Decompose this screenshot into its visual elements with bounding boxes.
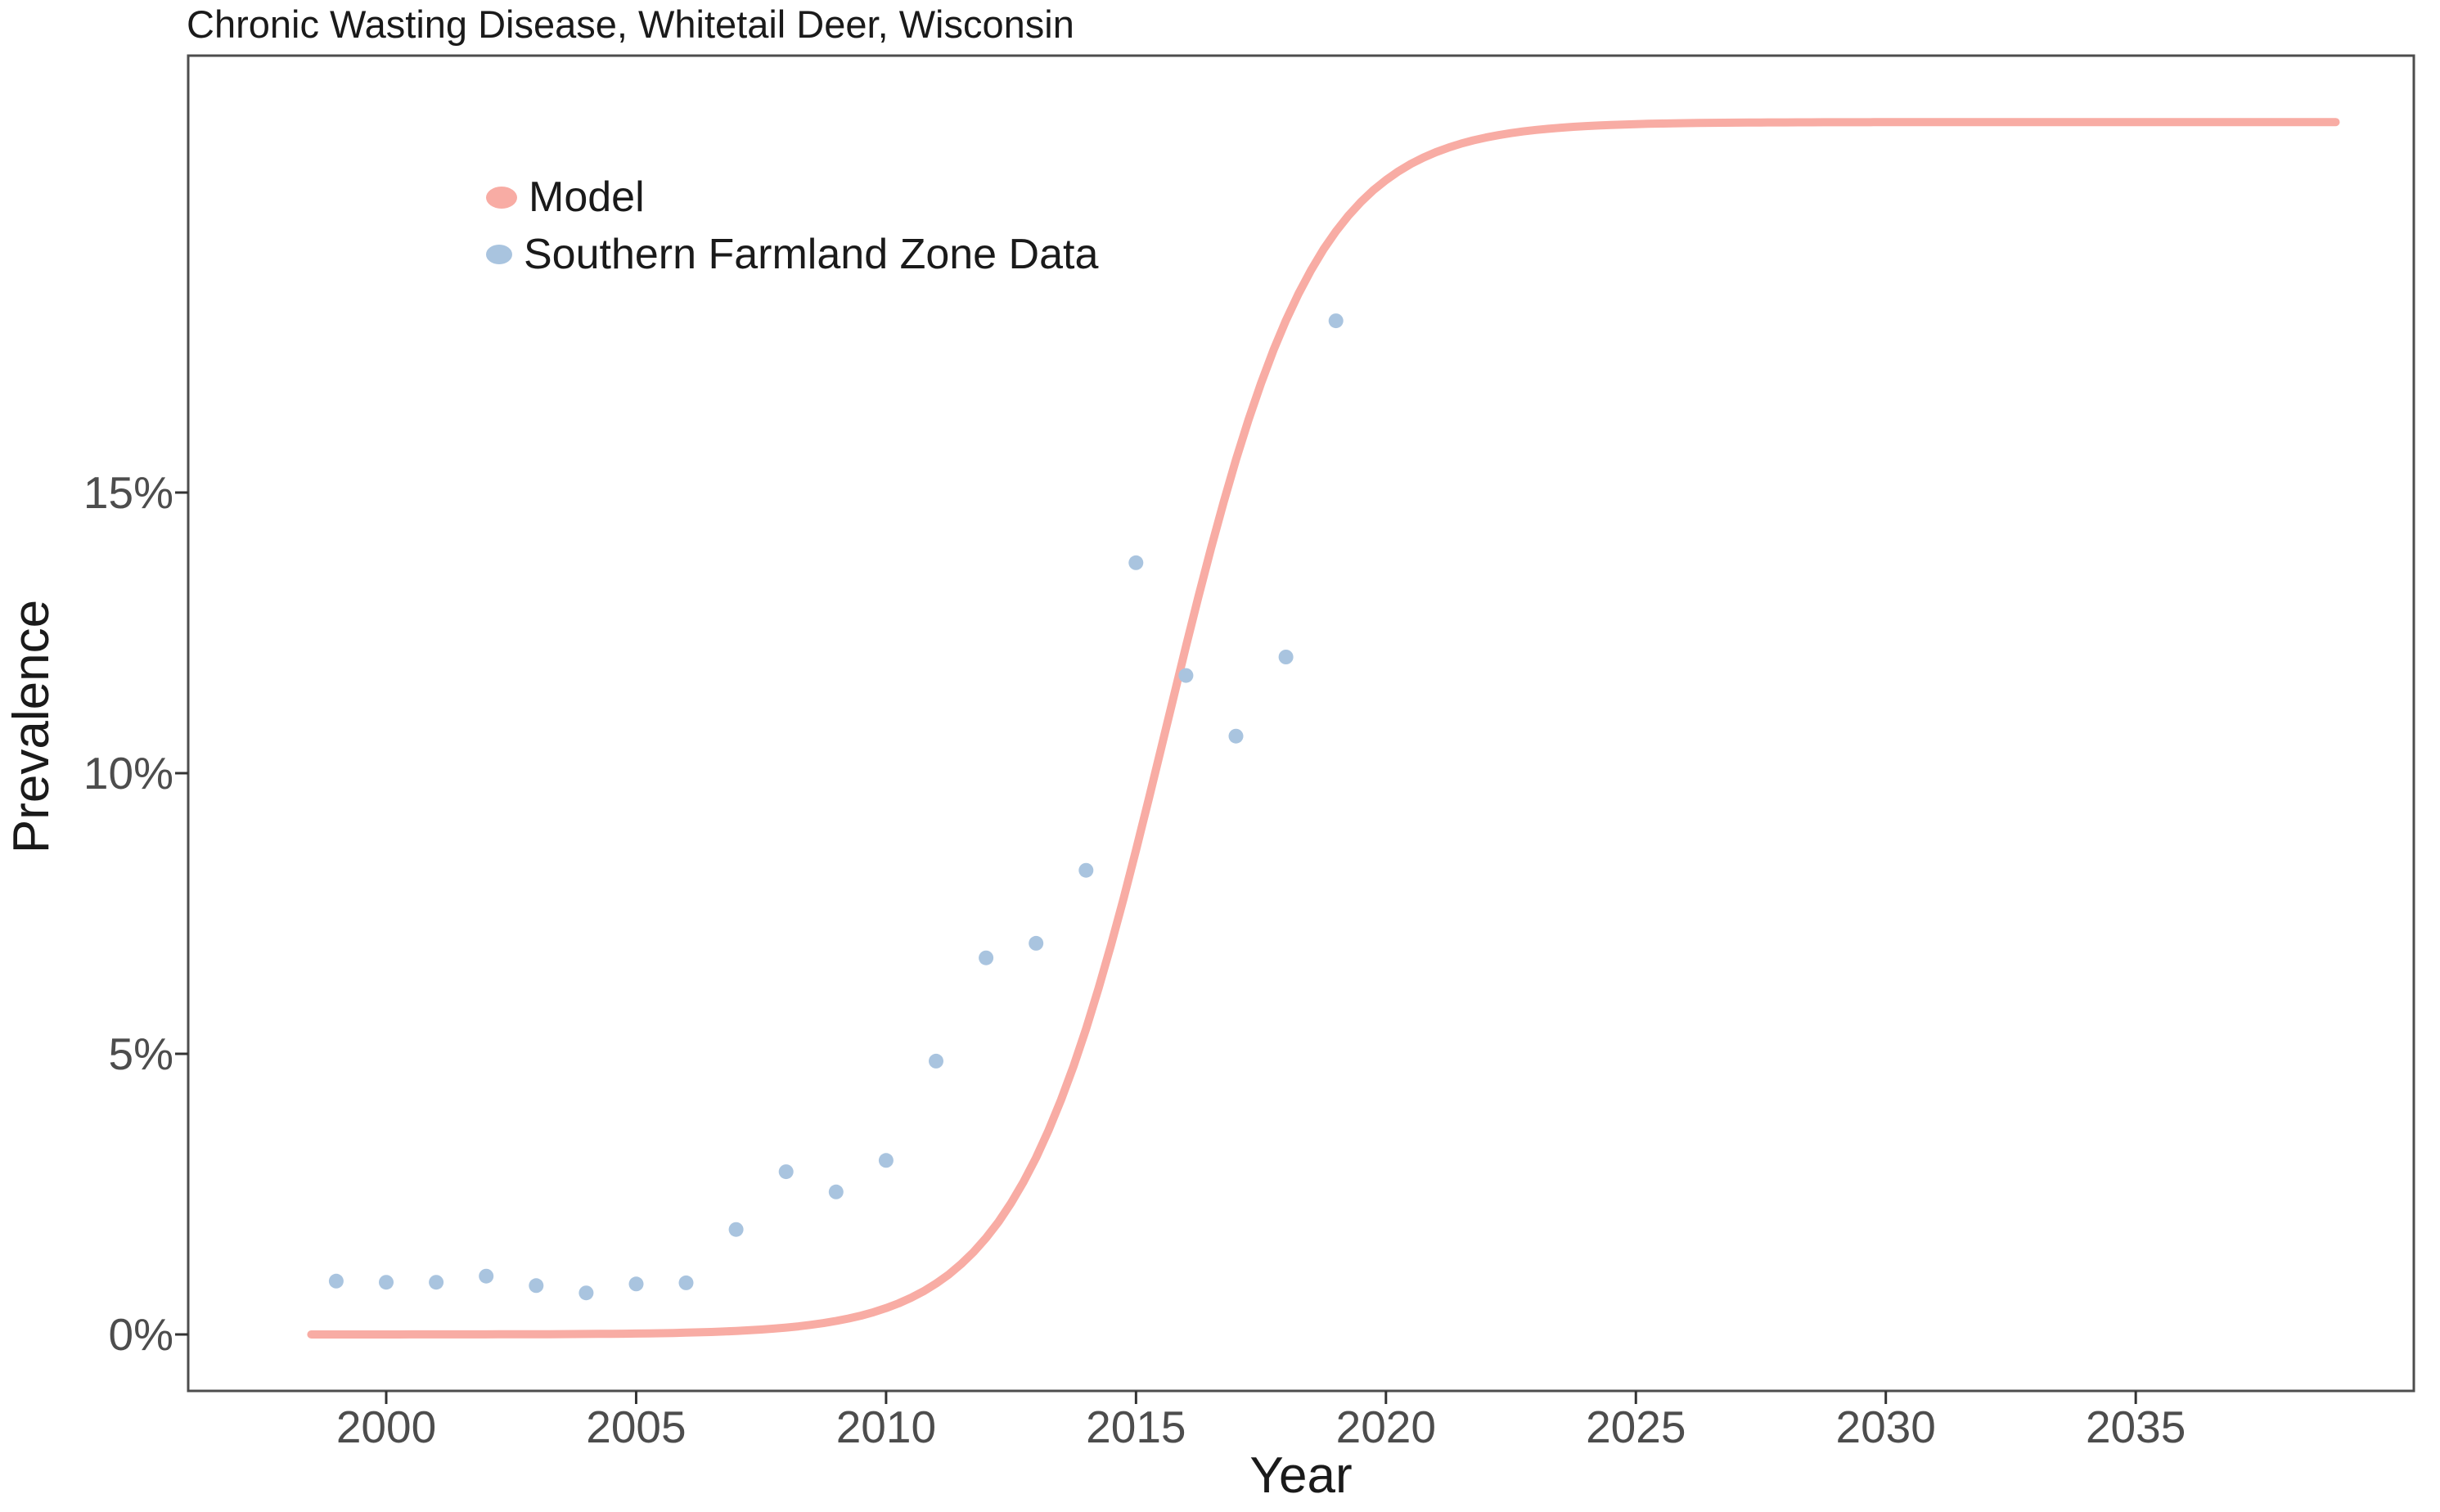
- data-point: [979, 950, 994, 965]
- data-point: [1078, 862, 1094, 878]
- x-tick-label: 2010: [835, 1402, 937, 1452]
- y-tick-label: 0%: [108, 1309, 174, 1360]
- model-line-key-icon: [486, 186, 517, 209]
- data-point: [628, 1276, 644, 1292]
- data-point: [1178, 668, 1194, 683]
- data-point: [1128, 555, 1144, 570]
- data-point: [778, 1164, 794, 1180]
- legend-label-model: Model: [529, 173, 645, 221]
- data-point: [878, 1153, 894, 1168]
- legend: Model Southern Farmland Zone Data: [486, 169, 1098, 283]
- legend-label-data: Southern Farmland Zone Data: [524, 231, 1099, 278]
- x-tick-label: 2025: [1586, 1402, 1686, 1452]
- data-point: [429, 1275, 444, 1290]
- model-curve: [307, 118, 2340, 1339]
- data-point: [728, 1222, 744, 1237]
- data-point: [1029, 935, 1044, 951]
- data-point: [1328, 313, 1344, 329]
- data-point: [1278, 650, 1294, 664]
- x-tick-label: 2015: [1086, 1402, 1186, 1452]
- data-point: [379, 1275, 394, 1290]
- data-point: [529, 1278, 544, 1294]
- x-tick-label: 2035: [2085, 1402, 2186, 1452]
- legend-item-data: Southern Farmland Zone Data: [486, 226, 1098, 283]
- data-point: [1228, 728, 1244, 744]
- data-point: [929, 1053, 943, 1069]
- data-point: [828, 1184, 844, 1199]
- y-tick-label: 10%: [83, 748, 173, 799]
- legend-item-model: Model: [486, 169, 1098, 226]
- data-point: [479, 1268, 494, 1284]
- chart-title: Chronic Wasting Disease, Whitetail Deer,…: [187, 2, 1074, 46]
- x-tick-label: 2000: [335, 1402, 437, 1452]
- data-point: [678, 1275, 694, 1290]
- x-axis-title: Year: [1249, 1447, 1353, 1504]
- panel-border: [187, 54, 2415, 1393]
- y-tick-label: 15%: [83, 467, 173, 518]
- x-tick-label: 2030: [1835, 1402, 1936, 1452]
- data-point-key-icon: [486, 245, 512, 264]
- data-point: [328, 1273, 344, 1289]
- x-tick-label: 2020: [1335, 1402, 1436, 1452]
- y-tick-label: 5%: [108, 1028, 174, 1079]
- data-point: [578, 1285, 594, 1301]
- x-tick-label: 2005: [586, 1402, 687, 1452]
